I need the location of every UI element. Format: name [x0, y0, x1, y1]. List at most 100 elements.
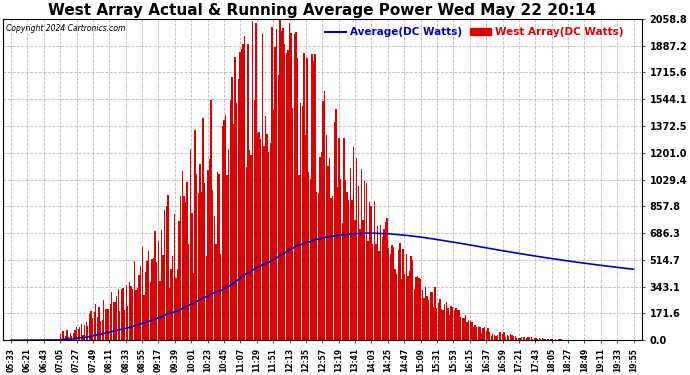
Bar	[145, 272, 146, 340]
Bar	[527, 337, 529, 340]
Bar	[132, 289, 133, 340]
Bar	[513, 336, 514, 340]
Bar	[529, 337, 531, 340]
Bar	[520, 338, 521, 340]
Bar	[393, 247, 394, 340]
Bar	[151, 260, 152, 340]
Bar	[265, 116, 266, 340]
Bar	[185, 202, 186, 340]
Bar	[106, 309, 108, 340]
Bar	[537, 339, 538, 340]
Bar	[475, 325, 476, 340]
Bar	[484, 327, 486, 340]
Bar	[228, 150, 229, 340]
Bar	[444, 304, 446, 340]
Bar	[535, 338, 537, 340]
Bar	[273, 110, 274, 340]
Bar	[346, 192, 348, 340]
Bar	[140, 266, 141, 340]
Bar	[279, 19, 281, 340]
Bar	[489, 332, 491, 340]
Bar	[159, 281, 161, 340]
Bar	[356, 158, 357, 340]
Bar	[50, 339, 52, 340]
Bar	[115, 302, 116, 340]
Bar	[460, 317, 462, 340]
Bar	[375, 244, 377, 340]
Bar	[326, 135, 327, 340]
Bar	[119, 310, 121, 340]
Bar	[491, 336, 492, 340]
Bar	[415, 277, 417, 340]
Bar	[402, 249, 404, 340]
Bar	[428, 300, 429, 340]
Bar	[54, 339, 55, 340]
Bar	[480, 327, 481, 340]
Bar	[317, 193, 319, 340]
Bar	[383, 229, 384, 340]
Bar	[155, 231, 156, 340]
Bar	[268, 152, 269, 340]
Bar	[77, 328, 79, 340]
Bar	[522, 338, 524, 340]
Bar	[255, 23, 257, 340]
Bar	[306, 58, 308, 340]
Bar	[361, 169, 362, 340]
Bar	[276, 29, 277, 340]
Bar	[122, 288, 124, 340]
Bar	[126, 285, 127, 340]
Bar	[503, 332, 504, 340]
Bar	[214, 216, 215, 340]
Bar	[204, 183, 206, 340]
Bar	[266, 134, 268, 340]
Bar	[558, 339, 559, 340]
Bar	[372, 244, 373, 340]
Bar	[183, 196, 184, 340]
Bar	[396, 274, 397, 340]
Bar	[294, 34, 295, 340]
Bar	[406, 254, 407, 340]
Bar	[70, 333, 71, 340]
Bar	[397, 250, 399, 340]
Bar	[431, 292, 433, 340]
Bar	[446, 302, 447, 340]
Bar	[156, 262, 157, 340]
Bar	[87, 326, 88, 340]
Bar	[246, 167, 247, 340]
Bar	[252, 21, 253, 340]
Bar	[465, 315, 466, 340]
Bar	[180, 196, 181, 340]
Bar	[401, 279, 402, 340]
Bar	[190, 149, 191, 340]
Bar	[172, 256, 173, 340]
Bar	[111, 292, 112, 340]
Bar	[418, 278, 420, 340]
Bar	[492, 334, 493, 340]
Bar	[486, 331, 487, 340]
Bar	[239, 52, 241, 340]
Bar	[292, 108, 293, 340]
Bar	[84, 325, 86, 340]
Bar	[455, 308, 457, 340]
Bar	[327, 166, 328, 340]
Bar	[161, 230, 162, 340]
Bar	[63, 331, 64, 340]
Bar	[127, 306, 128, 340]
Bar	[425, 286, 426, 340]
Bar	[540, 339, 542, 340]
Bar	[310, 180, 311, 340]
Bar	[148, 251, 149, 340]
Bar	[143, 295, 144, 340]
Bar	[196, 174, 197, 340]
Bar	[515, 336, 516, 340]
Bar	[369, 202, 371, 340]
Bar	[487, 328, 489, 340]
Bar	[359, 228, 361, 340]
Bar	[382, 237, 383, 340]
Bar	[166, 206, 167, 340]
Bar	[72, 333, 74, 340]
Bar	[447, 308, 448, 340]
Bar	[130, 286, 132, 340]
Bar	[457, 310, 458, 340]
Bar	[561, 339, 562, 340]
